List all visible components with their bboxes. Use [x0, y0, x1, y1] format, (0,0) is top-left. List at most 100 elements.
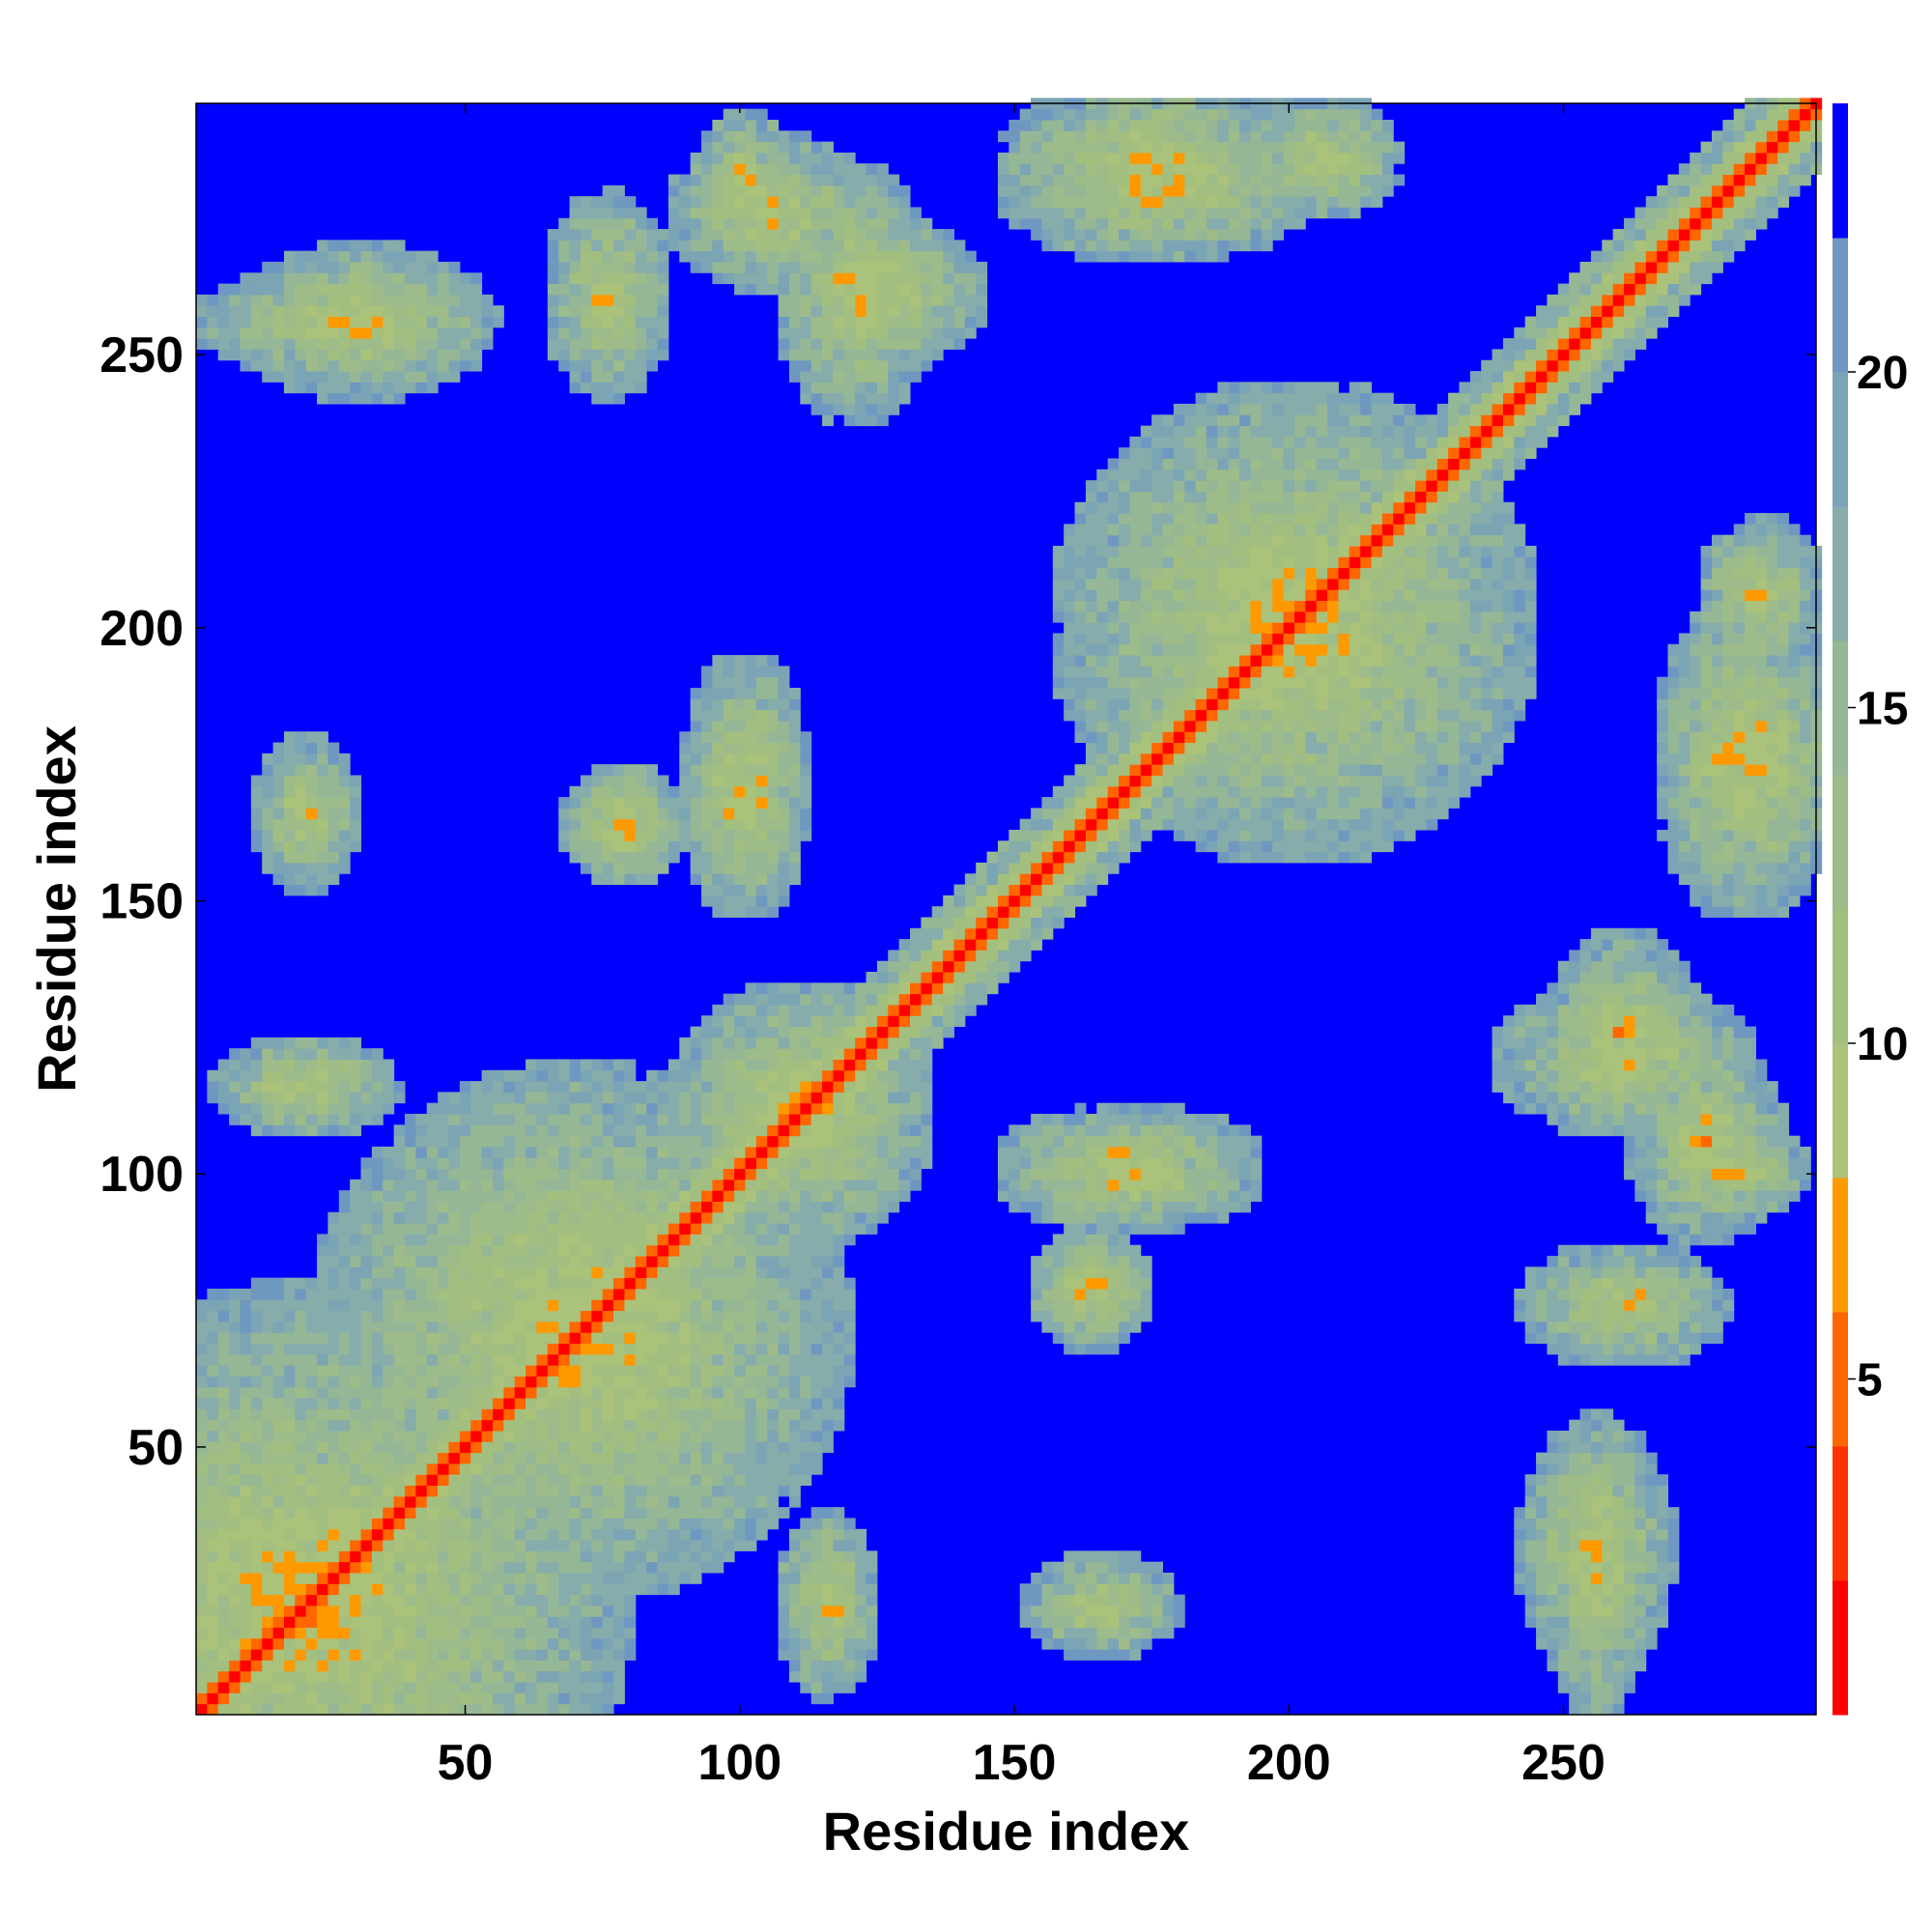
heatmap-cell [767, 1463, 780, 1475]
heatmap-cell [262, 862, 274, 874]
heatmap-cell [591, 1561, 604, 1574]
heatmap-cell [723, 1441, 735, 1454]
heatmap-cell [866, 359, 878, 372]
heatmap-cell [393, 327, 406, 339]
heatmap-cell [822, 327, 834, 339]
heatmap-cell [283, 1353, 296, 1366]
heatmap-cell [898, 1015, 911, 1028]
heatmap-cell [393, 1310, 406, 1322]
heatmap-cell [833, 1637, 845, 1650]
heatmap-cell [350, 250, 362, 263]
heatmap-cell [888, 305, 900, 318]
heatmap-cell [240, 1408, 252, 1421]
heatmap-cell [405, 261, 416, 273]
heatmap-cell [459, 1288, 471, 1300]
heatmap-cell [371, 338, 384, 350]
heatmap-cell [976, 283, 988, 296]
heatmap-cell [327, 1343, 340, 1355]
heatmap-cell [558, 1234, 571, 1246]
heatmap-cell [898, 185, 911, 197]
heatmap-cell [866, 403, 878, 415]
heatmap-cell [283, 338, 296, 350]
heatmap-cell [646, 1190, 659, 1203]
heatmap-cell [283, 884, 296, 896]
heatmap-cell [778, 1124, 790, 1137]
heatmap-cell [800, 1037, 812, 1049]
heatmap-cell [283, 1637, 296, 1650]
heatmap-cell [843, 1092, 856, 1104]
heatmap-cell [700, 1168, 713, 1180]
heatmap-cell [712, 1157, 724, 1170]
heatmap-cell [536, 1386, 549, 1399]
heatmap-cell [295, 1430, 307, 1442]
heatmap-cell [196, 1507, 208, 1519]
heatmap-cell [646, 1398, 659, 1409]
heatmap-cell [371, 1485, 384, 1497]
heatmap-cell [778, 808, 790, 820]
heatmap-cell [931, 1015, 944, 1028]
heatmap-cell [305, 1452, 318, 1464]
heatmap-cell [855, 217, 867, 230]
heatmap-cell [229, 1398, 241, 1409]
heatmap-cell [602, 1211, 614, 1224]
heatmap-cell [788, 808, 801, 820]
heatmap-cell [745, 1026, 757, 1038]
heatmap-cell [690, 1069, 702, 1082]
heatmap-cell [470, 1452, 483, 1464]
heatmap-cell [976, 294, 988, 306]
heatmap-cell [646, 1376, 659, 1388]
heatmap-cell [317, 1649, 328, 1661]
heatmap-cell [448, 1244, 461, 1257]
heatmap-cell [470, 1692, 483, 1705]
heatmap-cell [526, 1627, 537, 1639]
heatmap-cell [426, 1441, 439, 1454]
heatmap-cell [327, 1485, 340, 1497]
heatmap-cell [755, 1353, 768, 1366]
heatmap-cell [700, 196, 713, 208]
heatmap-cell [492, 1288, 504, 1300]
heatmap-cell [767, 119, 780, 131]
heatmap-cell [976, 927, 988, 940]
heatmap-cell [492, 1124, 504, 1137]
heatmap-cell [866, 338, 878, 350]
heatmap-cell [317, 283, 328, 296]
heatmap-cell [295, 797, 307, 809]
heatmap-cell [690, 731, 702, 744]
heatmap-cell [898, 982, 911, 995]
heatmap-cell [788, 1277, 801, 1290]
heatmap-cell [755, 229, 768, 241]
heatmap-cell [613, 1256, 625, 1267]
heatmap-cell [591, 1365, 604, 1377]
heatmap-cell [305, 1441, 318, 1454]
heatmap-cell [855, 1627, 867, 1639]
heatmap-cell [810, 240, 823, 252]
heatmap-cell [415, 1343, 428, 1355]
heatmap-cell [712, 1190, 724, 1203]
heatmap-cell [712, 1081, 724, 1093]
heatmap-cell [788, 371, 801, 383]
heatmap-cell [810, 1441, 823, 1454]
heatmap-cell [700, 1092, 713, 1104]
heatmap-cell [217, 1637, 230, 1650]
heatmap-cell [755, 1015, 768, 1028]
heatmap-cell [338, 764, 351, 776]
heatmap-cell [250, 1474, 263, 1487]
heatmap-cell [921, 1069, 933, 1082]
heatmap-cell [888, 1037, 900, 1049]
heatmap-cell [426, 1637, 439, 1650]
heatmap-cell [679, 1288, 692, 1300]
heatmap-cell [635, 797, 647, 809]
heatmap-cell [503, 1223, 516, 1235]
heatmap-cell [876, 1037, 889, 1049]
heatmap-cell [657, 1168, 669, 1180]
heatmap-cell [635, 808, 647, 820]
heatmap-cell [700, 1135, 713, 1148]
heatmap-cell [855, 392, 867, 405]
heatmap-cell [240, 1561, 252, 1574]
heatmap-cell [558, 1572, 571, 1584]
heatmap-cell [229, 1430, 241, 1442]
heatmap-cell [526, 1660, 537, 1672]
heatmap-cell [635, 1353, 647, 1366]
heatmap-cell [624, 1627, 637, 1639]
heatmap-cell [788, 982, 801, 995]
